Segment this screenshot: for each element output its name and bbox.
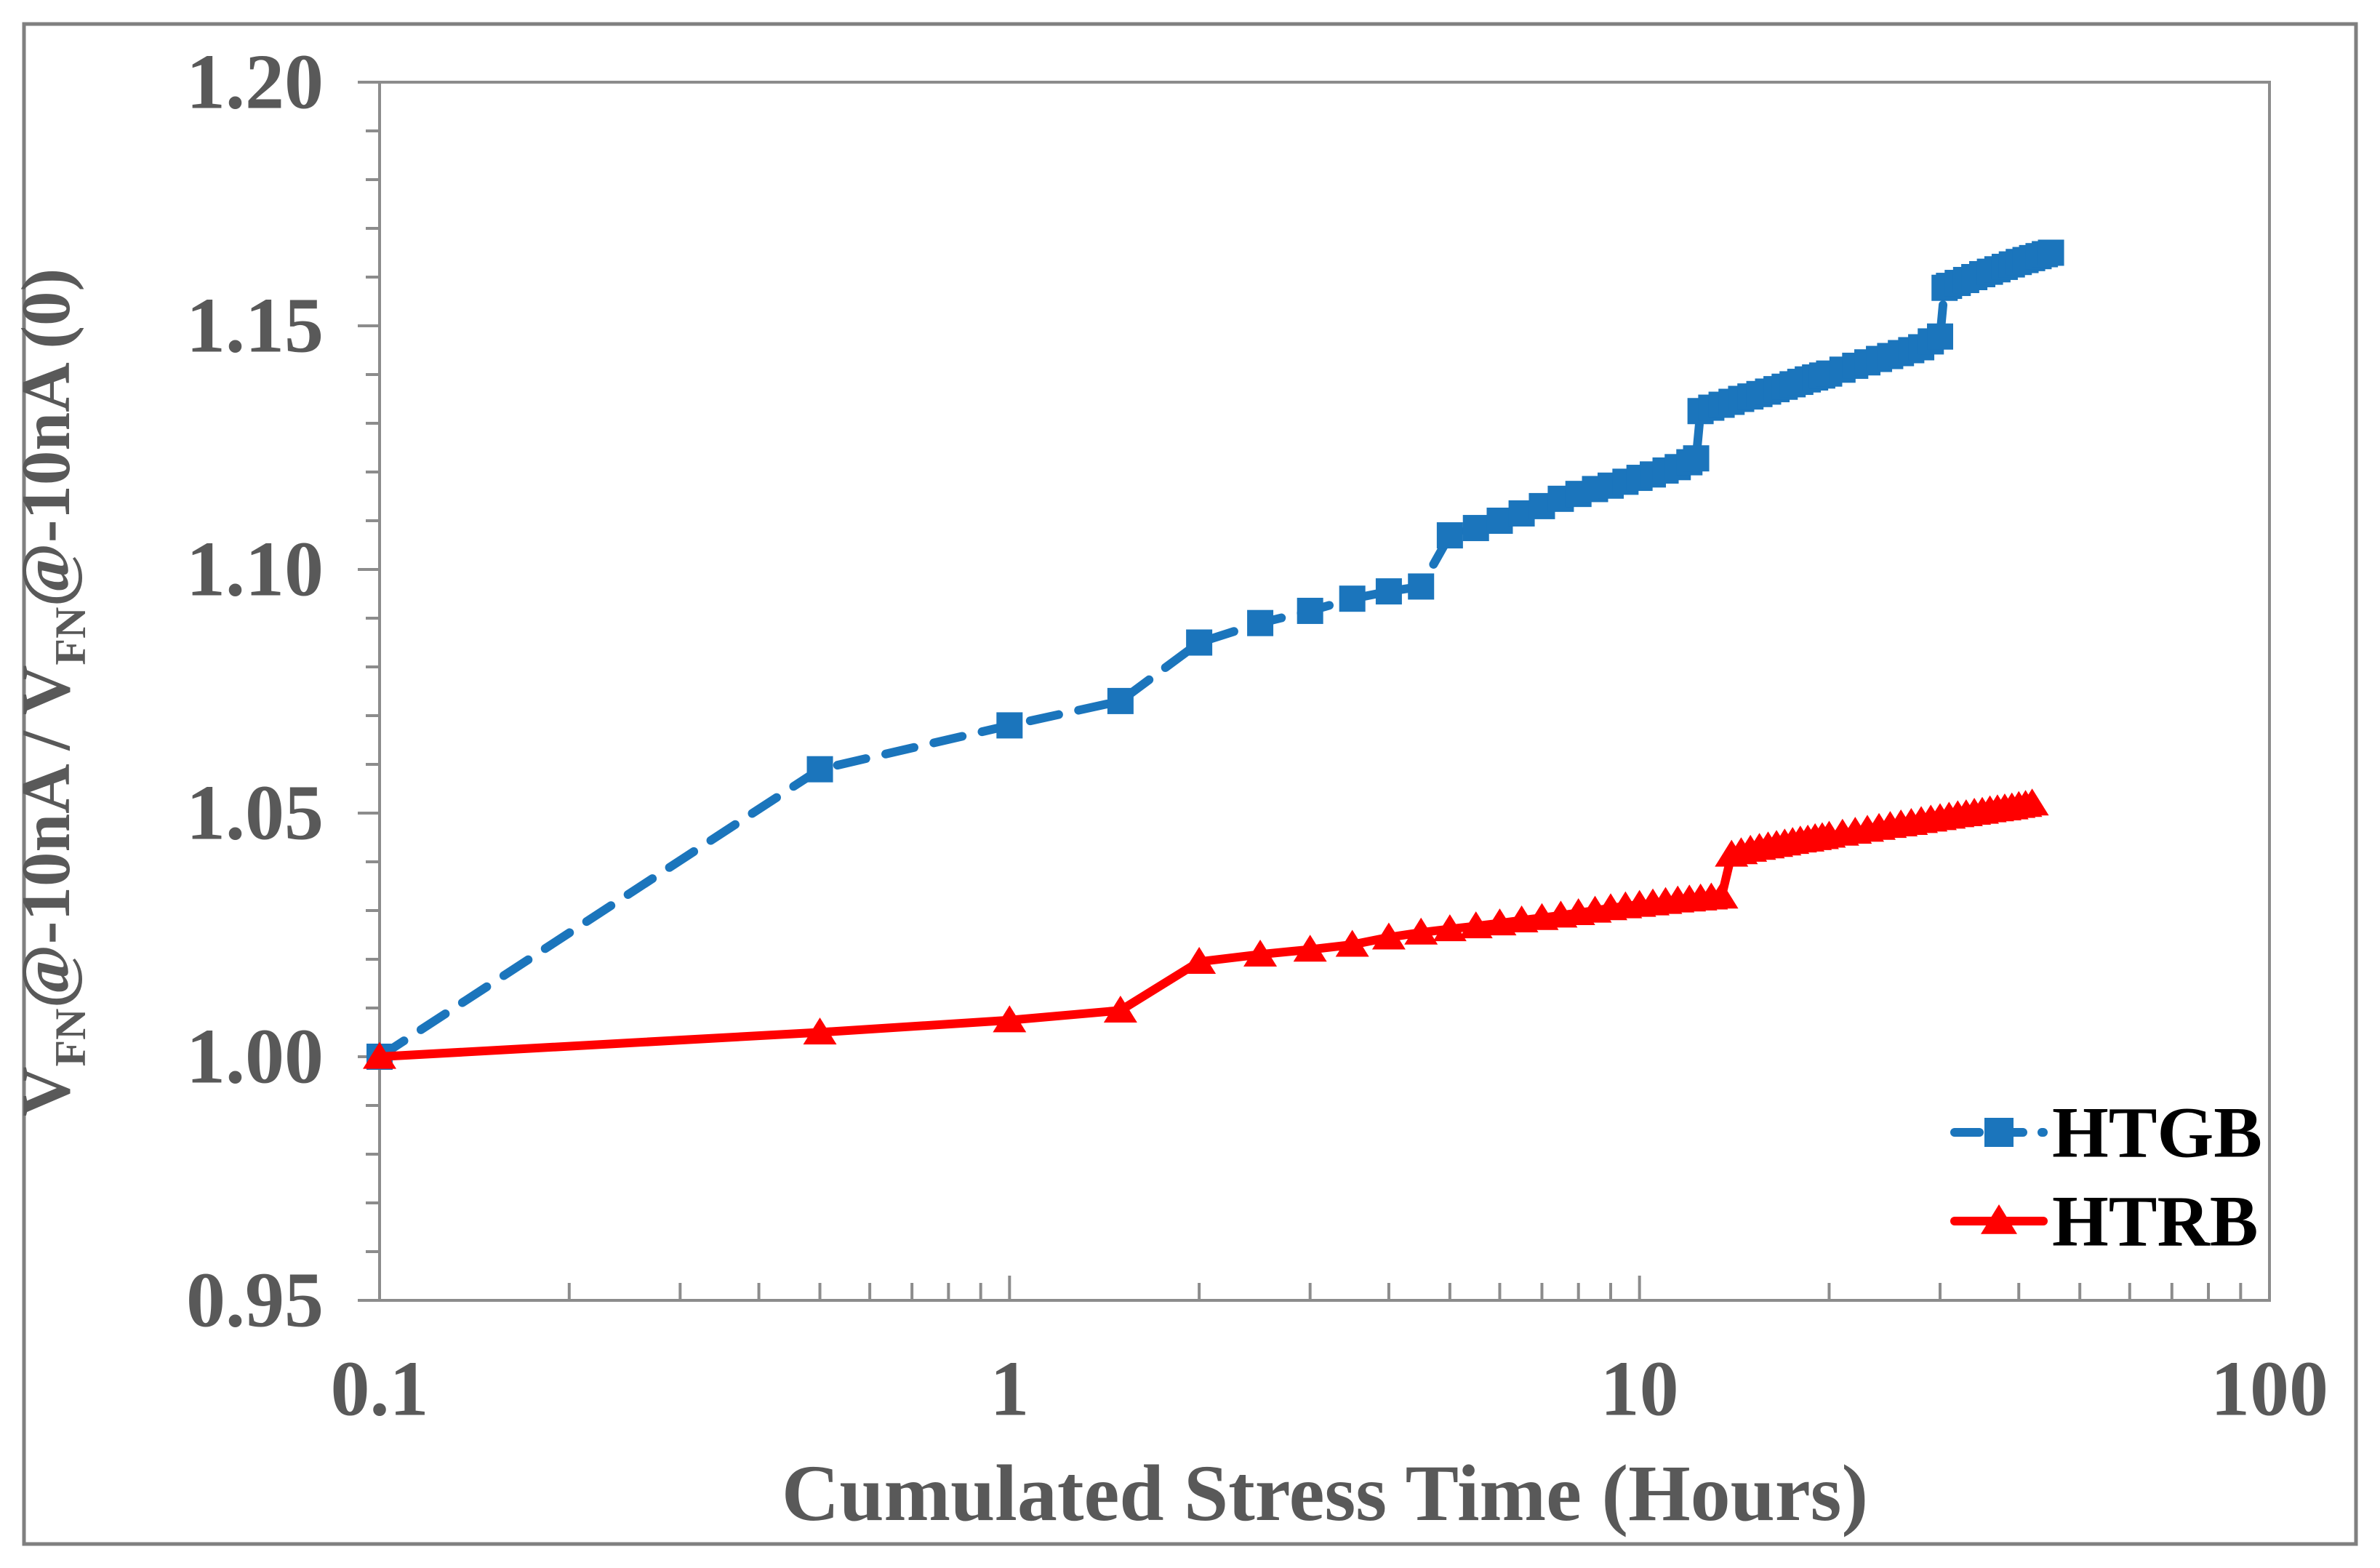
series-htgb-marker bbox=[1339, 585, 1366, 612]
y-tick-label: 1.00 bbox=[186, 1014, 324, 1100]
series-htrb-marker bbox=[1293, 935, 1327, 962]
axis-ticks bbox=[358, 81, 2243, 1302]
y-tick-label: 1.05 bbox=[186, 770, 324, 857]
series-htgb-marker bbox=[1297, 597, 1323, 624]
series-htgb-marker bbox=[1927, 323, 1954, 350]
y-axis-title-text: VFN@-10nA / VFN@-10nA (0) bbox=[7, 268, 95, 1116]
series-htgb-marker bbox=[1107, 687, 1134, 714]
y-tick-label: 1.10 bbox=[186, 527, 324, 613]
series-htrb-marker bbox=[993, 1005, 1027, 1033]
series-htgb-marker bbox=[1186, 629, 1213, 656]
series-htgb-marker bbox=[1375, 578, 1402, 605]
series-htrb-marker bbox=[2015, 788, 2049, 816]
series-htgb-marker bbox=[1247, 609, 1274, 636]
y-tick-label: 0.95 bbox=[186, 1257, 324, 1344]
series-htrb-marker bbox=[1404, 917, 1438, 945]
y-tick-label: 1.20 bbox=[186, 39, 324, 126]
plot-frame bbox=[378, 81, 2271, 1302]
plot-series bbox=[363, 239, 2064, 1070]
series-htrb-marker bbox=[1243, 939, 1278, 967]
x-tick-label: 100 bbox=[2211, 1346, 2328, 1433]
series-htrb-marker bbox=[1459, 911, 1493, 939]
series-htrb-marker bbox=[363, 1041, 396, 1069]
series-htgb-marker bbox=[996, 712, 1023, 739]
series-htgb-marker bbox=[806, 756, 833, 783]
series-htrb-marker bbox=[1182, 947, 1217, 974]
series-htgb-marker bbox=[1486, 508, 1513, 534]
series-htrb-marker bbox=[1371, 922, 1406, 950]
series-htrb-marker bbox=[803, 1017, 837, 1045]
series-htgb-marker bbox=[1462, 515, 1489, 542]
x-axis-title: Cumulated Stress Time (Hours) bbox=[782, 1449, 1868, 1537]
series-htgb-marker bbox=[1436, 522, 1463, 549]
series-htrb-marker bbox=[1335, 929, 1369, 957]
series-htrb-marker bbox=[1704, 881, 1739, 909]
series-htgb-marker bbox=[1408, 573, 1435, 600]
legend-marker-htgb bbox=[1984, 1118, 2014, 1147]
legend-marker-htrb bbox=[1981, 1204, 2017, 1234]
series-htrb-marker bbox=[1103, 996, 1137, 1023]
y-tick-label: 1.15 bbox=[186, 283, 324, 369]
y-axis-title: VFN@-10nA / VFN@-10nA (0) bbox=[7, 268, 95, 1116]
x-tick-label: 1 bbox=[990, 1346, 1029, 1433]
legend-label-htrb: HTRB bbox=[2052, 1181, 2258, 1262]
x-tick-label: 10 bbox=[1600, 1346, 1679, 1433]
legend-label-htgb: HTGB bbox=[2052, 1092, 2262, 1173]
legend-markers bbox=[1950, 1118, 2048, 1234]
series-htgb-marker bbox=[1683, 445, 1710, 472]
series-htrb-marker bbox=[1433, 914, 1467, 942]
figure-border bbox=[22, 22, 2358, 1546]
series-htgb-marker bbox=[2038, 239, 2064, 266]
axis-tick-labels: 0.95 1.00 1.05 1.10 1.15 1.20 0.1 1 10 100 bbox=[186, 39, 2328, 1433]
x-tick-label: 0.1 bbox=[331, 1346, 429, 1433]
